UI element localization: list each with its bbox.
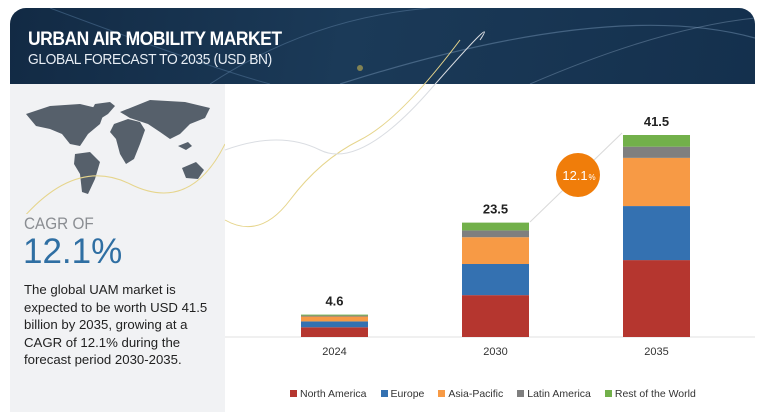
legend-item: Rest of the World — [604, 388, 696, 400]
cagr-bubble-value: 12.1 — [562, 168, 587, 183]
bar-segment-rest-of-the-world-2030 — [462, 222, 529, 231]
bar-segment-europe-2024 — [301, 321, 368, 328]
bar-segment-rest-of-the-world-2035 — [623, 135, 690, 147]
subtitle: GLOBAL FORECAST TO 2035 (USD BN) — [28, 51, 272, 68]
bar-segment-europe-2035 — [623, 206, 690, 261]
legend-swatch — [380, 390, 388, 397]
total-label: 4.6 — [325, 294, 343, 309]
bar-segment-europe-2030 — [462, 263, 529, 296]
x-tick-label: 2024 — [322, 346, 346, 358]
legend-swatch — [517, 390, 525, 397]
bar-segment-rest-of-the-world-2024 — [301, 314, 368, 316]
light-trails-decoration — [49, 8, 755, 84]
bar-segment-latin-america-2035 — [623, 146, 690, 158]
legend: North America Europe Asia-Pacific Latin Ame… — [290, 388, 696, 400]
cagr-label: CAGR OF — [24, 214, 94, 233]
legend-label: Europe — [390, 388, 425, 400]
trend-decoration — [224, 31, 485, 155]
cagr-bubble — [556, 153, 600, 197]
bar-segment-latin-america-2030 — [462, 230, 529, 238]
trend-decoration — [224, 39, 461, 228]
legend-item: Latin America — [517, 388, 591, 400]
legend-swatch — [604, 390, 612, 397]
legend-label: Rest of the World — [614, 388, 696, 400]
legend-swatch — [290, 390, 297, 397]
legend-label: North America — [300, 388, 367, 400]
total-label: 23.5 — [483, 202, 508, 217]
legend-item: Asia-Pacific — [438, 388, 503, 400]
legend-item: Europe — [380, 388, 425, 400]
legend-item: North America — [290, 388, 367, 400]
bar-segment-asia-pacific-2030 — [462, 237, 529, 264]
market-description: The global UAM market is expected to be … — [24, 282, 208, 367]
cagr-bubble-unit: % — [588, 173, 595, 182]
main-title: URBAN AIR MOBILITY MARKET — [28, 29, 282, 50]
bar-segment-north-america-2024 — [301, 327, 368, 337]
legend-label: Asia-Pacific — [448, 388, 504, 400]
legend-label: Latin America — [527, 388, 591, 400]
bar-segment-asia-pacific-2035 — [623, 157, 690, 207]
legend-swatch — [438, 390, 446, 397]
x-tick-label: 2035 — [644, 346, 668, 358]
world-map-icon — [25, 100, 225, 214]
summary-panel: CAGR OF 12.1% The global UAM market is e… — [10, 84, 225, 412]
header-banner: URBAN AIR MOBILITY MARKET GLOBAL FORECAS… — [10, 8, 755, 84]
bar-segment-north-america-2030 — [462, 295, 529, 337]
bar-segment-latin-america-2024 — [301, 315, 368, 317]
bar-segment-north-america-2035 — [623, 260, 690, 337]
bar-segment-asia-pacific-2024 — [301, 316, 368, 322]
x-tick-label: 2030 — [483, 346, 507, 358]
cagr-value: 12.1% — [23, 232, 123, 271]
total-label: 41.5 — [644, 114, 669, 129]
